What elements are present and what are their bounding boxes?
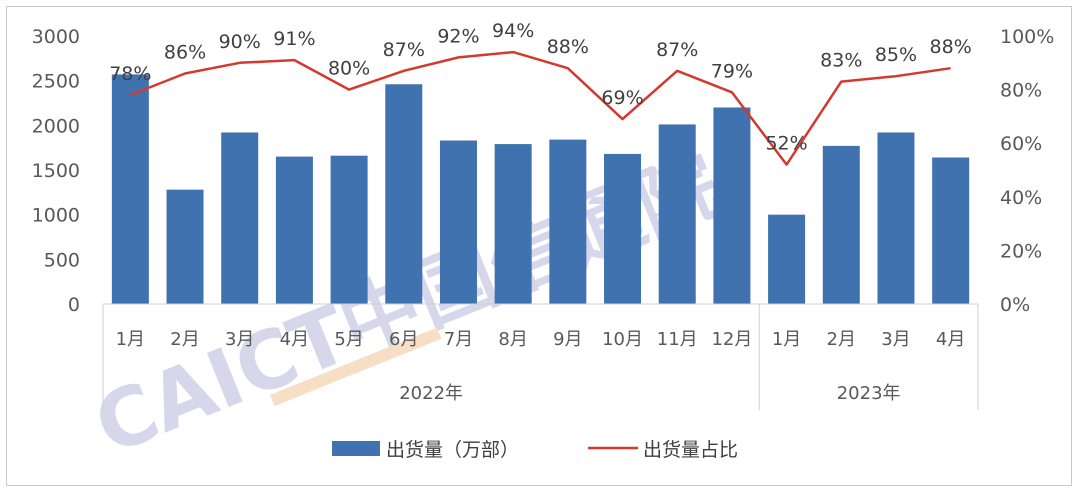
legend-label: 出货量占比: [643, 439, 738, 461]
bar: [932, 157, 970, 304]
y-right-tick-label: 80%: [1000, 80, 1042, 102]
bar: [877, 132, 915, 304]
line-data-label: 69%: [601, 87, 643, 109]
category-tick-label: 11月: [657, 329, 698, 350]
y-left-tick-label: 1000: [32, 205, 80, 227]
line-data-label: 91%: [273, 28, 315, 50]
y-right-tick-label: 60%: [1000, 133, 1042, 155]
line-data-label: 86%: [164, 42, 206, 64]
line-data-label: 88%: [547, 36, 589, 58]
line-data-label: 87%: [383, 39, 425, 61]
line-data-label: 85%: [875, 44, 917, 66]
y-axis-left: 0 500 1000 1500 2000 2500 3000: [32, 26, 80, 316]
category-tick-label: 1月: [116, 329, 145, 350]
category-tick-label: 2月: [827, 329, 856, 350]
category-tick-label: 8月: [498, 329, 527, 350]
y-left-tick-label: 2500: [32, 71, 80, 93]
legend-swatch-bar: [332, 441, 380, 456]
line-data-label: 52%: [765, 133, 807, 155]
y-left-tick-label: 500: [44, 249, 80, 271]
bar: [221, 132, 259, 304]
line-data-label: 80%: [328, 58, 370, 80]
bar: [439, 140, 477, 304]
bar: [385, 84, 423, 305]
line-data-label: 92%: [437, 25, 479, 47]
line-data-label: 94%: [492, 20, 534, 42]
line-data-label: 78%: [109, 63, 151, 85]
y-right-tick-label: 40%: [1000, 187, 1042, 209]
category-tick-label: 3月: [881, 329, 910, 350]
line-series: [129, 50, 951, 166]
line-data-label: 90%: [219, 31, 261, 53]
y-left-tick-label: 3000: [32, 26, 80, 48]
category-tick-label: 12月: [711, 329, 752, 350]
bar: [166, 189, 204, 304]
bar: [822, 145, 860, 304]
y-left-tick-label: 2000: [32, 115, 80, 137]
bar: [713, 107, 751, 304]
category-tick-label: 10月: [602, 329, 643, 350]
group-label: 2022年: [399, 383, 463, 404]
y-right-tick-label: 100%: [1000, 26, 1054, 48]
bar: [111, 74, 149, 304]
bar-series: [111, 74, 970, 305]
bar: [658, 124, 696, 304]
bar: [768, 214, 806, 304]
category-tick-label: 1月: [772, 329, 801, 350]
category-tick-label: 7月: [444, 329, 473, 350]
group-label: 2023年: [837, 383, 901, 404]
category-tick-label: 5月: [334, 329, 363, 350]
watermark-stripe: [270, 327, 442, 407]
category-tick-label: 3月: [225, 329, 254, 350]
line-data-label: 79%: [711, 60, 753, 82]
category-tick-label: 4月: [936, 329, 965, 350]
y-right-tick-label: 20%: [1000, 240, 1042, 262]
line-path: [129, 50, 951, 166]
legend-label: 出货量（万部）: [386, 439, 519, 461]
line-data-label: 88%: [930, 36, 972, 58]
category-tick-label: 9月: [553, 329, 582, 350]
line-data-label: 87%: [656, 39, 698, 61]
category-axis: 2022年 2023年 1月 2月 3月 4月 5月 6月 7月 8月 9月 10月 11月 12月 1月 2…: [102, 303, 979, 410]
bar: [604, 153, 642, 304]
line-data-label: 83%: [820, 50, 862, 72]
bar: [549, 139, 587, 304]
y-left-tick-label: 1500: [32, 160, 80, 182]
y-right-tick-label: 0%: [1000, 294, 1030, 316]
bar: [275, 156, 313, 304]
category-tick-label: 6月: [389, 329, 418, 350]
bar: [330, 155, 368, 304]
y-left-tick-label: 0: [68, 294, 80, 316]
line-data-labels: 78% 86% 90% 91% 80% 87% 92% 94% 88% 69% 87% 79% 52% 8…: [109, 20, 972, 155]
legend: 出货量（万部） 出货量占比: [332, 439, 738, 461]
category-tick-label: 2月: [170, 329, 199, 350]
bar: [494, 144, 532, 304]
y-axis-right: 0% 20% 40% 60% 80% 100%: [1000, 26, 1054, 316]
category-tick-label: 4月: [280, 329, 309, 350]
